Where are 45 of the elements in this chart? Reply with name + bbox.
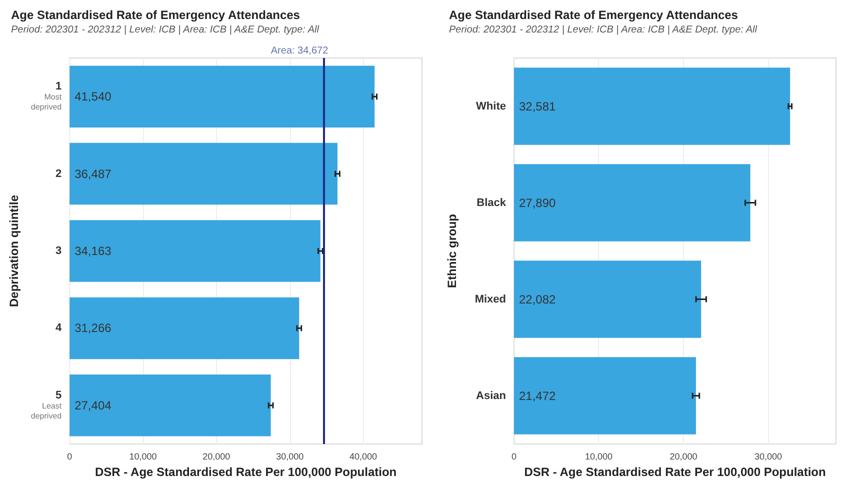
x-tick-label: 20,000 [670,452,698,462]
chart-subtitle: Period: 202301 - 202312 | Level: ICB | Area: ICB | A&E Dept. type: All [11,24,320,36]
bar [514,164,750,242]
x-tick-label: 10,000 [129,452,157,462]
chart-subtitle: Period: 202301 - 202312 | Level: ICB | Area: ICB | A&E Dept. type: All [449,24,758,36]
data-label: 41,540 [74,90,112,104]
data-label: 22,082 [519,292,556,306]
x-tick-label: 0 [511,452,517,462]
x-axis-title: DSR - Age Standardised Rate Per 100,000 Population [94,464,397,479]
x-tick-label: 30,000 [276,452,304,462]
y-tick-label: 4 [55,322,62,334]
bar [514,68,790,145]
data-label: 27,890 [519,196,556,210]
bar [514,260,702,338]
bar [70,142,338,205]
x-tick-label: 40,000 [350,452,378,462]
bar [514,357,696,434]
x-tick-label: 30,000 [754,452,782,462]
y-tick-label: 2 [55,168,62,180]
chart-title: Age Standardised Rate of Emergency Attendances [11,8,300,22]
y-tick-label: Mixed [474,293,506,306]
y-tick-label: Black [476,196,507,209]
bar [70,66,375,128]
data-label: 21,472 [519,388,556,403]
y-tick-label: 1 Most deprived [30,80,62,112]
bar [70,220,320,282]
y-tick-label: 3 [55,245,62,257]
x-tick-label: 0 [67,452,72,462]
data-label: 32,581 [519,99,556,114]
data-label: 27,404 [74,398,112,412]
y-tick-label: White [476,100,506,112]
x-tick-label: 10,000 [584,452,612,462]
data-label: 36,487 [74,166,112,181]
bar [70,297,300,360]
bar [70,374,271,436]
y-axis-title: Ethnic group [445,214,459,288]
x-axis-title: DSR - Age Standardised Rate Per 100,000 Population [524,464,826,479]
data-label: 34,163 [74,244,112,258]
y-axis-title: Deprivation quintile [7,194,21,308]
x-tick-label: 20,000 [202,452,230,462]
y-tick-label: Asian [476,390,506,402]
chart-title: Age Standardised Rate of Emergency Attendances [449,8,738,22]
data-label: 31,266 [74,321,112,336]
ref-line-label: Area: 34,672 [270,46,329,56]
y-tick-label: 5 Least deprived [30,389,62,420]
